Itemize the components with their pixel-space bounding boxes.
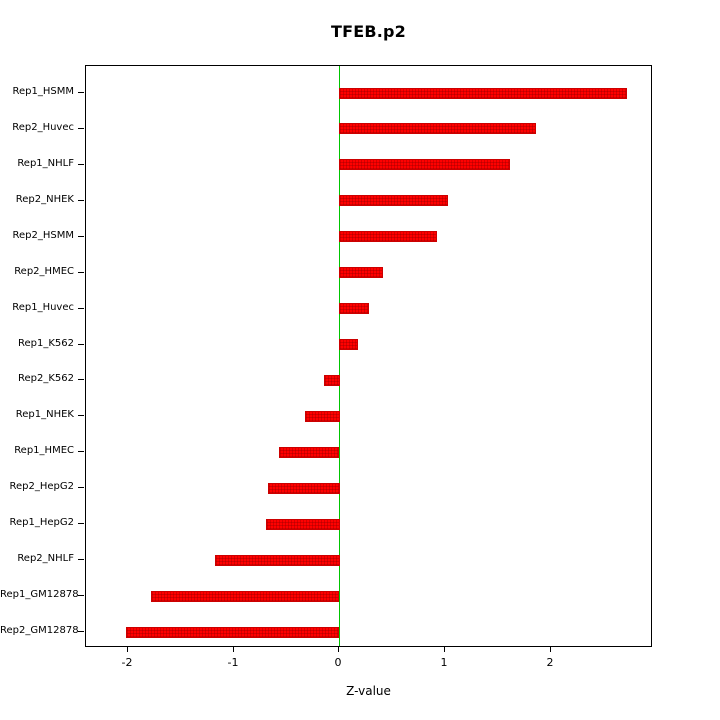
y-tick-mark xyxy=(78,272,84,273)
y-tick-mark xyxy=(78,379,84,380)
y-tick-mark xyxy=(78,631,84,632)
bar xyxy=(339,159,510,170)
x-tick-mark xyxy=(233,646,234,652)
bar xyxy=(126,627,339,638)
x-tick-label: -2 xyxy=(121,656,133,669)
plot-area xyxy=(85,65,652,647)
y-tick-label: Rep2_Huvec xyxy=(12,122,74,133)
y-tick-mark xyxy=(78,415,84,416)
bar xyxy=(279,447,339,458)
x-tick-mark xyxy=(127,646,128,652)
bar xyxy=(324,375,340,386)
zero-reference-line xyxy=(339,66,340,646)
bar xyxy=(266,519,340,530)
y-tick-label: Rep1_K562 xyxy=(17,338,74,349)
bar xyxy=(339,339,358,350)
y-tick-label: Rep1_HMEC xyxy=(14,445,74,456)
bar xyxy=(268,483,340,494)
y-tick-mark xyxy=(78,559,84,560)
bar xyxy=(339,303,369,314)
y-tick-label: Rep1_HSMM xyxy=(12,86,74,97)
y-tick-mark xyxy=(78,487,84,488)
bar xyxy=(339,231,437,242)
y-tick-label: Rep2_NHEK xyxy=(15,194,74,205)
x-tick-mark xyxy=(550,646,551,652)
y-tick-label: Rep1_NHEK xyxy=(15,409,74,420)
y-tick-mark xyxy=(78,92,84,93)
bar xyxy=(339,88,627,99)
bar xyxy=(339,195,448,206)
chart-title: TFEB.p2 xyxy=(330,22,407,41)
y-tick-mark xyxy=(78,308,84,309)
x-axis-title: Z-value xyxy=(346,684,391,698)
y-tick-mark xyxy=(78,200,84,201)
y-tick-mark xyxy=(78,164,84,165)
x-tick-mark xyxy=(338,646,339,652)
y-tick-label: Rep1_GM12878 xyxy=(0,589,79,600)
x-tick-label: -1 xyxy=(227,656,239,669)
y-tick-label: Rep2_HepG2 xyxy=(9,481,75,492)
x-tick-mark xyxy=(444,646,445,652)
bar xyxy=(151,591,339,602)
x-tick-label: 0 xyxy=(334,656,342,669)
y-tick-label: Rep1_HepG2 xyxy=(9,517,75,528)
y-tick-label: Rep1_Huvec xyxy=(12,302,74,313)
x-tick-label: 1 xyxy=(440,656,448,669)
bar xyxy=(305,411,340,422)
y-tick-mark xyxy=(78,451,84,452)
y-tick-label: Rep2_GM12878 xyxy=(0,625,79,636)
bar xyxy=(339,123,536,134)
bar xyxy=(339,267,383,278)
y-tick-mark xyxy=(78,595,84,596)
x-tick-label: 2 xyxy=(546,656,554,669)
y-tick-mark xyxy=(78,523,84,524)
y-tick-label: Rep2_HMEC xyxy=(14,266,74,277)
y-tick-label: Rep1_NHLF xyxy=(17,158,74,169)
y-tick-label: Rep2_NHLF xyxy=(17,553,74,564)
y-tick-mark xyxy=(78,236,84,237)
y-tick-mark xyxy=(78,344,84,345)
bar xyxy=(215,555,340,566)
y-tick-label: Rep2_K562 xyxy=(17,373,74,384)
y-tick-mark xyxy=(78,128,84,129)
y-tick-label: Rep2_HSMM xyxy=(12,230,74,241)
